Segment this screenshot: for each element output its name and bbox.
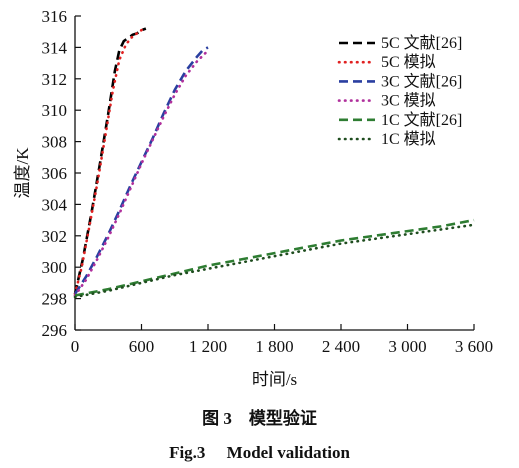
x-tick-label: 1 800 <box>255 337 293 356</box>
legend-label-3: 3C 文献[26] <box>381 72 462 90</box>
series-line-1 <box>73 27 147 295</box>
y-tick-label: 298 <box>42 290 68 309</box>
figure-caption-cn: 图 3 模型验证 <box>202 409 317 428</box>
legend-label-5: 1C 文献[26] <box>381 111 462 129</box>
series-layer <box>73 25 476 299</box>
series-line-3 <box>73 46 209 295</box>
legend-label-1: 5C 文献[26] <box>381 34 462 52</box>
y-tick-label: 314 <box>42 38 68 57</box>
series-line-6 <box>73 223 476 299</box>
legend-label-4: 3C 模拟 <box>381 92 436 110</box>
y-tick-label: 310 <box>42 101 68 120</box>
x-tick-label: 2 400 <box>322 337 360 356</box>
y-tick-label: 312 <box>42 70 68 89</box>
axes: 296 298 300 302 304 306 308 310 312 314 316 0 600 1 2… <box>13 7 493 389</box>
y-tick-label: 302 <box>42 227 68 246</box>
y-tick-label: 304 <box>42 195 68 214</box>
y-tick-label: 316 <box>42 7 68 26</box>
x-axis-label: 时间/s <box>252 370 297 389</box>
x-tick-label: 0 <box>71 337 80 356</box>
series-line-2 <box>73 25 148 296</box>
figure-caption-en: Fig.3 Model validation <box>169 443 350 462</box>
y-tick-label: 308 <box>42 133 68 152</box>
y-tick-label: 300 <box>42 258 68 277</box>
x-tick-label: 3 600 <box>455 337 493 356</box>
y-axis-label: 温度/K <box>13 147 32 199</box>
y-tick-label: 306 <box>42 164 68 183</box>
chart: 296 298 300 302 304 306 308 310 312 314 316 0 600 1 2… <box>13 7 493 389</box>
series-line-4 <box>73 49 210 297</box>
x-tick-label: 1 200 <box>189 337 227 356</box>
legend-label-6: 1C 模拟 <box>381 130 436 148</box>
legend-label-2: 5C 模拟 <box>381 53 436 71</box>
series-line-5 <box>74 218 475 297</box>
x-tick-label: 600 <box>129 337 155 356</box>
x-tick-label: 3 000 <box>388 337 426 356</box>
y-tick-label: 296 <box>42 321 68 340</box>
